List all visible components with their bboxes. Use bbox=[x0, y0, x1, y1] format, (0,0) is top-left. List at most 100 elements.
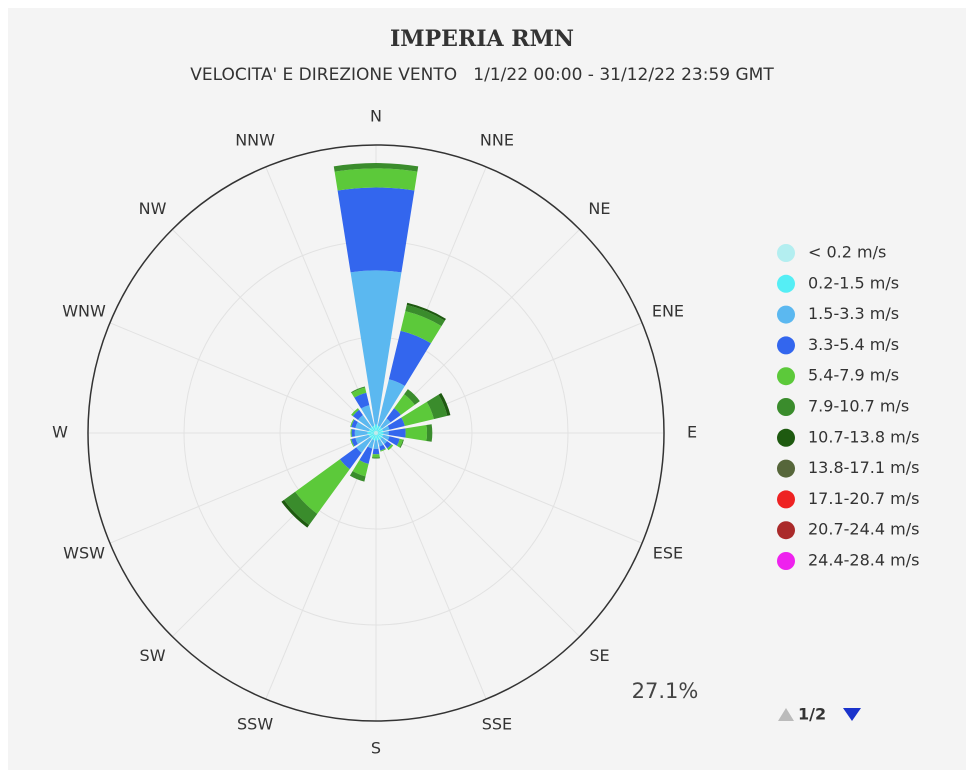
petal-segment bbox=[373, 431, 376, 433]
petal-segment bbox=[387, 436, 400, 446]
petal-segment bbox=[379, 444, 386, 451]
petal-segment bbox=[404, 389, 420, 405]
petal-segment bbox=[361, 405, 375, 427]
petal-segment bbox=[373, 432, 376, 434]
petal-segment bbox=[337, 187, 415, 273]
petal-segment bbox=[368, 433, 375, 437]
petal-segment bbox=[350, 419, 355, 428]
direction-label: WNW bbox=[62, 302, 106, 321]
legend-label: 10.7-13.8 m/s bbox=[808, 427, 919, 446]
spoke bbox=[171, 228, 377, 434]
petal-segment bbox=[334, 168, 418, 191]
legend-swatch bbox=[777, 336, 795, 355]
legend-label: < 0.2 m/s bbox=[808, 243, 886, 262]
petal-segment bbox=[374, 430, 376, 433]
petal-segment bbox=[357, 414, 372, 429]
direction-label: N bbox=[370, 107, 382, 126]
legend-label: 5.4-7.9 m/s bbox=[808, 366, 899, 385]
petal-segment bbox=[349, 471, 366, 482]
petal-segment bbox=[376, 431, 379, 433]
petal-segment bbox=[372, 453, 380, 458]
petal-segment bbox=[382, 425, 390, 432]
legend: < 0.2 m/s 0.2-1.5 m/s 1.5-3.3 m/s 3.3-5.4 m… bbox=[777, 243, 919, 724]
petal-segment bbox=[386, 408, 401, 423]
petal-segment bbox=[356, 437, 372, 453]
petal-segment bbox=[426, 424, 433, 442]
legend-swatch bbox=[777, 398, 795, 416]
legend-label: 24.4-28.4 m/s bbox=[808, 551, 919, 570]
legend-page: 1/2 bbox=[798, 705, 826, 724]
petal-segment bbox=[374, 435, 378, 441]
direction-label: S bbox=[371, 739, 381, 758]
chart-title: IMPERIA RMN bbox=[390, 26, 574, 52]
legend-label: 13.8-17.1 m/s bbox=[808, 458, 919, 477]
petal-segment bbox=[376, 433, 378, 435]
petal-segment bbox=[376, 430, 378, 433]
legend-label: 3.3-5.4 m/s bbox=[808, 335, 899, 354]
background bbox=[8, 8, 966, 770]
petal-segment bbox=[369, 426, 375, 432]
petal-segment bbox=[377, 379, 405, 427]
direction-label: SSW bbox=[237, 714, 273, 733]
petal-segment bbox=[333, 163, 419, 172]
petal-segment bbox=[281, 499, 310, 528]
legend-label: 20.7-24.4 m/s bbox=[808, 520, 919, 539]
direction-label: NNW bbox=[235, 131, 275, 150]
petal-segment bbox=[405, 304, 445, 327]
legend-swatch bbox=[777, 521, 795, 540]
petal-segment bbox=[438, 393, 451, 416]
petal-segment bbox=[351, 386, 366, 394]
petal-segment bbox=[376, 433, 379, 435]
legend-swatch bbox=[777, 552, 795, 570]
direction-label: NW bbox=[139, 199, 167, 218]
legend-swatch bbox=[777, 305, 795, 324]
petal-segment bbox=[354, 392, 370, 409]
direction-label: SSE bbox=[482, 714, 512, 733]
petal-segment bbox=[388, 428, 406, 438]
petal-segment bbox=[295, 459, 350, 514]
petal-segment bbox=[339, 447, 362, 470]
petal-segment bbox=[405, 425, 428, 441]
petal-segment bbox=[373, 440, 379, 449]
petal-segment bbox=[384, 441, 392, 449]
petal-segment bbox=[382, 434, 390, 441]
petal-segment bbox=[377, 426, 383, 432]
petal-segment bbox=[367, 431, 374, 435]
spoke bbox=[109, 322, 377, 434]
legend-label: 7.9-10.7 m/s bbox=[808, 397, 909, 416]
spoke bbox=[375, 432, 487, 700]
petal-segment bbox=[400, 311, 442, 344]
legend-label: 1.5-3.3 m/s bbox=[808, 304, 899, 323]
petal-segment bbox=[374, 431, 376, 433]
petal-segment bbox=[378, 431, 384, 435]
petal-segment bbox=[374, 424, 378, 431]
petal-segment bbox=[376, 434, 380, 441]
legend-swatch bbox=[777, 274, 795, 293]
petal-segment bbox=[373, 433, 376, 435]
spoke bbox=[265, 166, 377, 434]
direction-label: E bbox=[687, 423, 697, 442]
spoke bbox=[375, 432, 581, 638]
petal-segment bbox=[352, 460, 369, 477]
petal-segment bbox=[368, 429, 375, 433]
legend-prev[interactable] bbox=[778, 708, 794, 721]
petal-segment bbox=[351, 419, 358, 429]
petal-segment bbox=[380, 418, 391, 429]
petal-segment bbox=[351, 429, 356, 437]
petal-segment bbox=[380, 437, 388, 445]
legend-label: 0.2-1.5 m/s bbox=[808, 273, 899, 292]
petal-segment bbox=[387, 417, 405, 430]
petal-segment bbox=[350, 270, 402, 425]
petal-segment bbox=[350, 438, 355, 447]
petal-segment bbox=[380, 448, 386, 452]
plot: N NNE NE ENE E ESE SE SSE S SSW SW WSW W WNW NW NNW 27.1… bbox=[52, 107, 698, 758]
petal-segment bbox=[372, 448, 380, 455]
petal-segment bbox=[376, 431, 378, 433]
petal-segment bbox=[355, 421, 370, 432]
legend-next[interactable] bbox=[843, 708, 861, 721]
petal-segment bbox=[376, 432, 379, 434]
petal-segment bbox=[284, 491, 318, 525]
petal-segment bbox=[387, 444, 394, 451]
direction-label: NE bbox=[588, 199, 610, 218]
